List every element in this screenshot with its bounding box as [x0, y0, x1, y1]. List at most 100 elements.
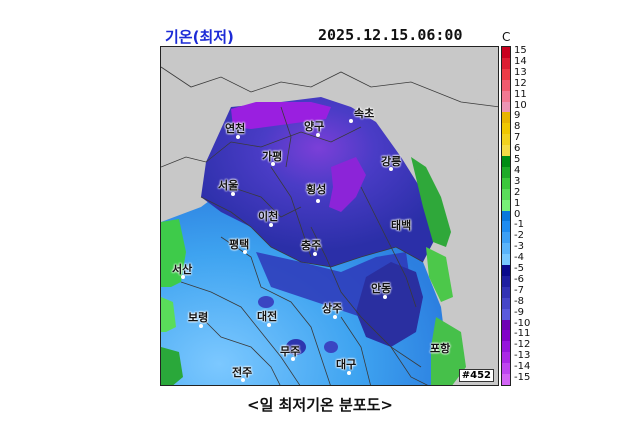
station-dot [383, 295, 387, 299]
scale-swatch [502, 363, 510, 375]
scale-tick-label: -15 [514, 372, 531, 384]
place-label: 전주 [232, 366, 253, 379]
cold-pocket-1 [258, 296, 274, 308]
place-label: 연천 [225, 122, 246, 135]
station-dot [231, 192, 235, 196]
land-cold-northeast [201, 97, 436, 267]
scale-tick-label: 1 [514, 197, 521, 209]
scale-tick-label: 9 [514, 110, 521, 122]
green-east-coast [411, 157, 451, 247]
scale-swatch [502, 352, 510, 364]
station-dot [267, 323, 271, 327]
legend-unit: C [502, 30, 511, 44]
scale-tick-label: -8 [514, 295, 524, 307]
scale-swatch [502, 90, 510, 102]
scale-swatch [502, 57, 510, 70]
scale-swatch [502, 232, 510, 244]
scale-swatch [502, 341, 510, 353]
green-east-coast-2 [426, 247, 453, 302]
map-timestamp: 2025.12.15.06:00 [318, 26, 463, 44]
scale-swatch [502, 308, 510, 321]
station-dot [236, 135, 240, 139]
scale-swatch [502, 145, 510, 157]
color-scale-bar [501, 46, 511, 386]
scale-tick-label: -14 [514, 361, 531, 373]
place-label: 포항 [430, 342, 451, 355]
scale-tick-label: 7 [514, 132, 521, 144]
scale-tick-label: -7 [514, 284, 524, 296]
station-dot [243, 250, 247, 254]
admin-boundaries [161, 66, 498, 385]
scale-tick-label: 12 [514, 77, 527, 89]
scale-swatch [502, 101, 510, 113]
station-dot [333, 315, 337, 319]
scale-tick-label: -9 [514, 306, 524, 318]
scale-tick-label: 3 [514, 175, 521, 187]
scale-swatch [502, 79, 510, 92]
map-title: 기온(최저) [165, 28, 234, 46]
map-caption: <일 최저기온 분포도> [247, 396, 393, 414]
station-dot [199, 324, 203, 328]
place-label: 가평 [262, 150, 283, 163]
scale-tick-label: 13 [514, 66, 527, 78]
place-label: 무주 [280, 345, 301, 358]
scale-swatch [502, 199, 510, 212]
place-label: 안동 [371, 282, 392, 295]
scale-tick-label: -10 [514, 317, 531, 329]
scale-tick-label: -4 [514, 252, 524, 264]
green-west-coast-2 [161, 297, 176, 332]
place-label: 태백 [391, 219, 412, 232]
green-southeast [431, 317, 466, 385]
place-label: 대전 [257, 310, 278, 323]
scale-swatch [502, 188, 510, 201]
green-southwest [161, 347, 183, 385]
scale-swatch [502, 254, 510, 266]
scale-tick-label: -5 [514, 263, 524, 275]
map-graphic [161, 47, 498, 385]
station-dot [181, 275, 185, 279]
place-label: 서산 [172, 263, 193, 276]
scale-swatch [502, 330, 510, 342]
scale-swatch [502, 210, 510, 222]
scale-tick-label: -2 [514, 230, 524, 242]
place-label: 평택 [229, 238, 250, 251]
scale-swatch [502, 68, 510, 81]
scale-tick-label: 0 [514, 208, 521, 220]
station-count-badge: #452 [458, 369, 494, 382]
scale-swatch [502, 243, 510, 255]
land-cold-andong [356, 262, 423, 347]
place-label: 횡성 [306, 183, 327, 196]
scale-swatch [502, 297, 510, 310]
scale-tick-label: -12 [514, 339, 531, 351]
scale-swatch [502, 166, 510, 179]
scale-swatch [502, 286, 510, 299]
scale-swatch [502, 112, 510, 124]
place-label: 충주 [301, 239, 322, 252]
purple-hoengseong [329, 157, 366, 212]
scale-swatch [502, 319, 510, 331]
scale-tick-label: -6 [514, 273, 524, 285]
scale-swatch [502, 275, 510, 288]
scale-tick-label: 4 [514, 164, 521, 176]
scale-tick-label: 8 [514, 121, 521, 133]
station-dot [271, 162, 275, 166]
cold-pocket-2 [324, 341, 338, 353]
place-label: 서울 [218, 179, 239, 192]
cold-pocket-muju [286, 339, 306, 355]
scale-swatch [502, 177, 510, 190]
scale-tick-label: 5 [514, 154, 521, 166]
place-label: 보령 [188, 311, 209, 324]
scale-tick-label: 10 [514, 99, 527, 111]
scale-swatch [502, 265, 510, 277]
scale-tick-label: 6 [514, 143, 521, 155]
station-dot [316, 199, 320, 203]
station-dot [347, 371, 351, 375]
scale-swatch [502, 374, 510, 386]
scale-tick-label: -11 [514, 328, 531, 340]
scale-tick-label: -13 [514, 350, 531, 362]
place-label: 강릉 [381, 155, 402, 168]
temperature-map: 속초 양구 연천 가평 강릉 서울 횡성 이천 태백 평택 충주 서산 안동 상… [160, 46, 499, 386]
station-dot [291, 357, 295, 361]
scale-swatch [502, 221, 510, 233]
scale-tick-label: -3 [514, 241, 524, 253]
